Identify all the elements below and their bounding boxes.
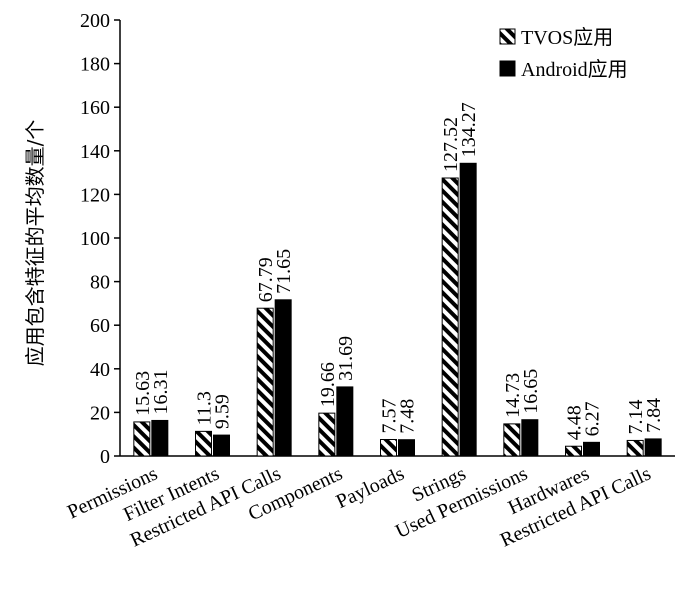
- data-label: 16.31: [150, 369, 172, 414]
- y-tick-label: 100: [80, 228, 110, 250]
- bar-android: [336, 386, 354, 457]
- x-tick-label: Payloads: [333, 463, 408, 514]
- data-label: 127.52: [440, 117, 462, 172]
- data-label: 134.27: [458, 102, 480, 157]
- data-label: 4.48: [564, 405, 586, 440]
- data-label: 7.14: [625, 399, 647, 434]
- data-label: 67.79: [255, 257, 277, 302]
- data-label: 11.3: [194, 391, 216, 425]
- legend: TVOS应用 Android应用: [499, 26, 628, 81]
- data-label: 7.48: [397, 399, 419, 434]
- bar-tvos: [441, 177, 459, 457]
- y-tick-label: 40: [90, 359, 110, 381]
- y-tick-label: 120: [80, 184, 110, 206]
- y-tick-label: 80: [90, 272, 110, 294]
- bar-android: [459, 162, 477, 457]
- y-tick-label: 0: [100, 446, 110, 468]
- bar-android: [398, 439, 415, 457]
- y-axis-title: 应用包含特征的平均数量/个: [23, 120, 47, 367]
- data-label: 7.84: [643, 398, 665, 433]
- bar-tvos: [195, 430, 212, 457]
- data-label: 16.65: [520, 369, 542, 414]
- bar-tvos: [318, 412, 336, 457]
- bar-android: [151, 419, 169, 457]
- data-label: 14.73: [502, 373, 524, 418]
- data-label: 71.65: [273, 249, 295, 294]
- legend-swatch-tvos: [499, 28, 516, 45]
- bar-android: [213, 434, 230, 457]
- y-tick-label: 180: [80, 54, 110, 76]
- y-tick-label: 160: [80, 97, 110, 119]
- data-label: 31.69: [335, 336, 357, 381]
- legend-label-tvos: TVOS应用: [521, 26, 613, 49]
- bar-android: [521, 419, 539, 457]
- bar-android: [274, 299, 292, 457]
- legend-label-android: Android应用: [521, 58, 628, 81]
- bar-tvos: [565, 445, 582, 457]
- bar-tvos: [133, 421, 151, 457]
- plot-area: 0 20 40 60 80 100 120 140 160 180 200 应用包含特征的平均数量/个…: [23, 10, 675, 552]
- bar-android: [644, 438, 662, 457]
- bar-tvos: [503, 423, 521, 457]
- bar-tvos: [380, 438, 397, 457]
- data-label: 9.59: [212, 394, 234, 429]
- data-label: 7.57: [379, 398, 401, 433]
- y-tick-label: 140: [80, 141, 110, 163]
- y-tick-label: 200: [80, 10, 110, 32]
- legend-swatch-android: [499, 60, 516, 77]
- data-label: 6.27: [582, 401, 604, 436]
- bar-android: [583, 441, 600, 457]
- data-label: 19.66: [317, 362, 339, 407]
- bar-tvos: [626, 439, 644, 457]
- bar-tvos: [256, 307, 274, 457]
- data-label: 15.63: [132, 371, 154, 416]
- y-tick-label: 20: [90, 402, 110, 424]
- y-tick-label: 60: [90, 315, 110, 337]
